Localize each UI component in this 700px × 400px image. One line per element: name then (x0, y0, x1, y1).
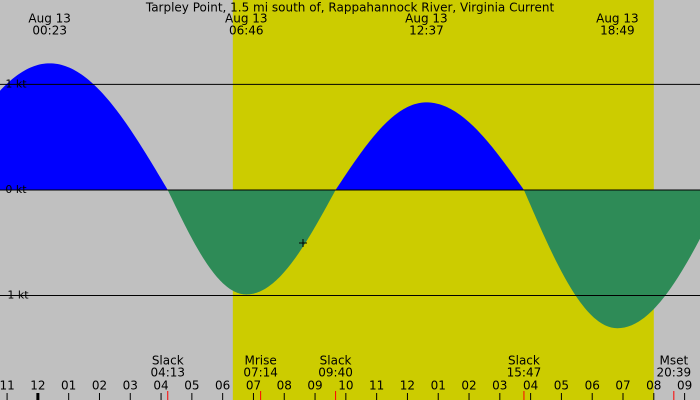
event-label: Mset (659, 354, 688, 368)
extreme-date: Aug 13 (596, 12, 639, 26)
x-tick-label: 05 (554, 379, 569, 393)
x-tick-label: 11 (0, 379, 15, 393)
x-tick-label: 04 (153, 379, 168, 393)
flood-area (0, 63, 168, 190)
x-tick-label: 01 (61, 379, 76, 393)
x-tick-label: 07 (615, 379, 630, 393)
x-tick-label: 04 (523, 379, 538, 393)
event-label: Slack (152, 354, 184, 368)
x-tick-label: 08 (646, 379, 661, 393)
x-tick-label: 12 (400, 379, 415, 393)
flood-area (335, 102, 524, 190)
event-time: 04:13 (150, 366, 185, 380)
y-tick-label: -1 kt (3, 289, 29, 302)
x-tick-label: 03 (492, 379, 507, 393)
x-tick-label: 06 (585, 379, 600, 393)
x-tick-label: 02 (461, 379, 476, 393)
x-tick-label: 09 (677, 379, 692, 393)
extreme-time: 18:49 (600, 24, 635, 38)
chart-title: Tarpley Point, 1.5 mi south of, Rappahan… (145, 1, 555, 15)
extreme-date: Aug 13 (28, 12, 71, 26)
x-tick-label: 08 (277, 379, 292, 393)
extreme-time: 00:23 (32, 24, 67, 38)
x-tick-label: 03 (123, 379, 138, 393)
extreme-date: Aug 13 (225, 12, 268, 26)
x-tick-label: 09 (307, 379, 322, 393)
x-tick-label: 07 (246, 379, 261, 393)
cursor-marker (299, 239, 307, 247)
x-tick-label: 01 (431, 379, 446, 393)
extreme-time: 06:46 (229, 24, 264, 38)
x-tick-label: 05 (184, 379, 199, 393)
extreme-time: 12:37 (409, 24, 444, 38)
y-tick-label: 0 kt (5, 183, 27, 196)
event-time: 09:40 (318, 366, 353, 380)
x-tick-label: 06 (215, 379, 230, 393)
extreme-date: Aug 13 (405, 12, 448, 26)
event-label: Slack (320, 354, 352, 368)
x-tick-label: 11 (369, 379, 384, 393)
x-tick-label: 12 (30, 379, 45, 393)
event-time: 07:14 (243, 366, 278, 380)
x-tick-label: 10 (338, 379, 353, 393)
event-time: 20:39 (657, 366, 692, 380)
event-label: Slack (508, 354, 540, 368)
event-time: 15:47 (507, 366, 542, 380)
y-tick-label: 1 kt (5, 77, 27, 90)
ebb-area (523, 189, 700, 329)
x-tick-label: 02 (92, 379, 107, 393)
ebb-area (167, 189, 336, 295)
event-label: Mrise (244, 354, 276, 368)
